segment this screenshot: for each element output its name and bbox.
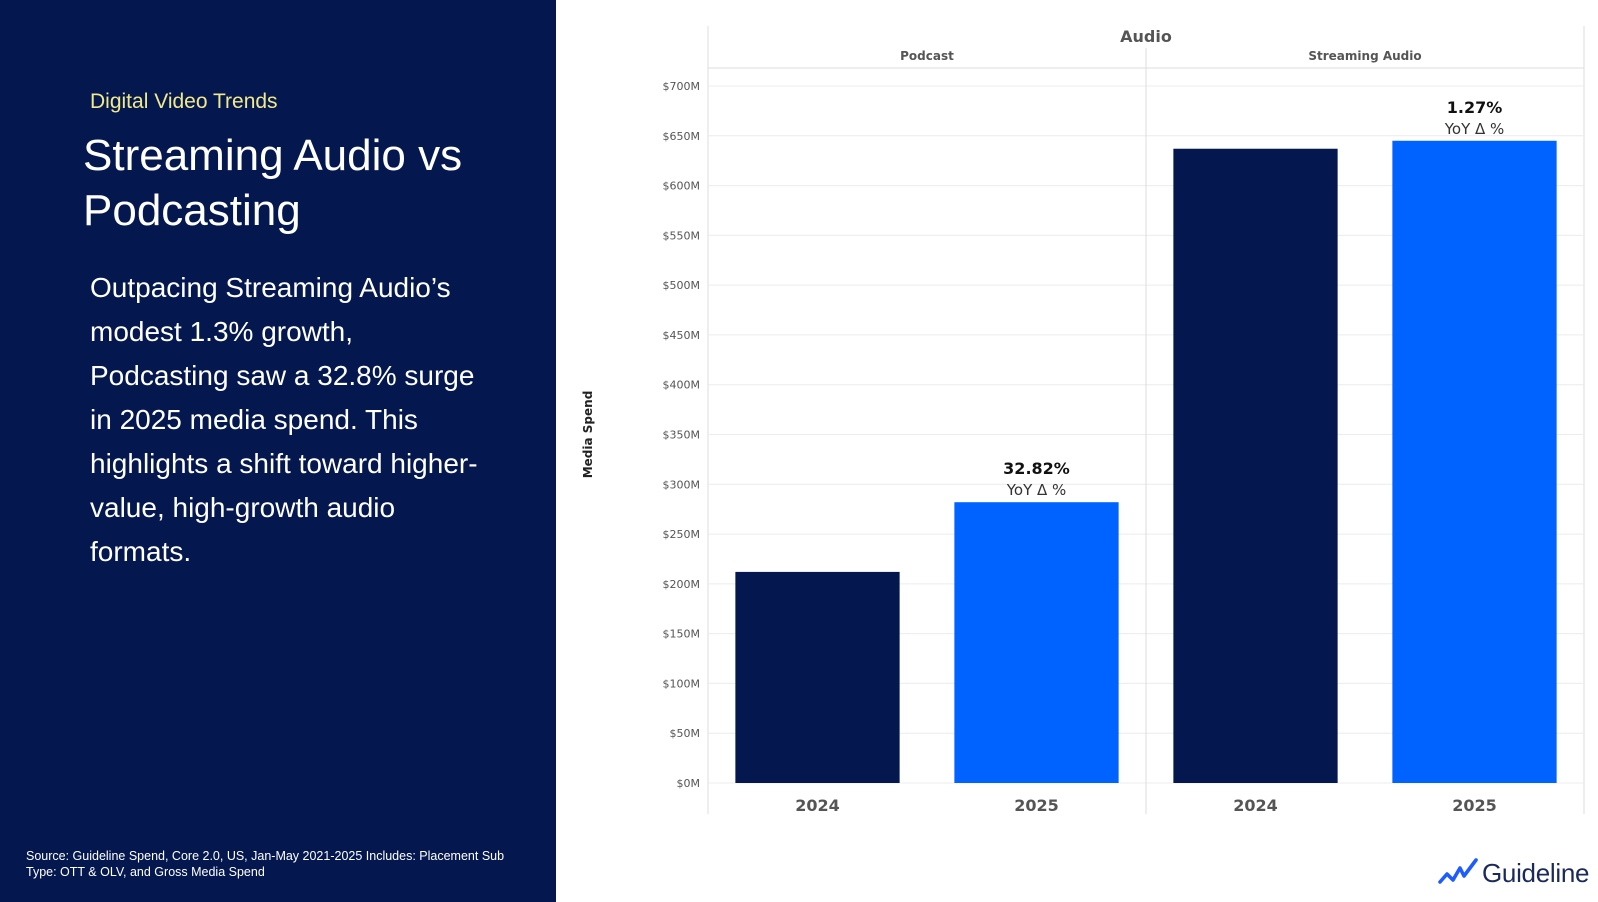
y-tick-label: $500M xyxy=(663,279,701,292)
bar-2025 xyxy=(954,502,1119,783)
y-tick-label: $700M xyxy=(663,80,701,93)
x-tick-label: 2024 xyxy=(1233,796,1278,815)
y-tick-label: $100M xyxy=(663,677,701,690)
eyebrow-label: Digital Video Trends xyxy=(90,90,278,113)
guideline-logo-text: Guideline xyxy=(1482,857,1590,888)
panel-label: Streaming Audio xyxy=(1308,49,1421,63)
y-tick-label: $550M xyxy=(663,229,701,242)
left-panel: Digital Video Trends Streaming Audio vs … xyxy=(0,0,556,902)
guideline-logo-icon xyxy=(1438,858,1478,884)
bar-2024 xyxy=(735,571,900,783)
yoy-pct-label: 32.82% xyxy=(1003,459,1070,478)
yoy-caption: YoY Δ % xyxy=(1444,120,1505,138)
yoy-caption: YoY Δ % xyxy=(1006,481,1067,499)
slide-title: Streaming Audio vs Podcasting xyxy=(83,131,463,235)
bar-2024 xyxy=(1173,148,1338,784)
y-tick-label: $250M xyxy=(663,528,701,541)
y-axis-label: Media Spend xyxy=(581,391,595,479)
y-tick-label: $400M xyxy=(663,379,701,392)
y-tick-label: $0M xyxy=(677,777,701,790)
slide-body-text: Outpacing Streaming Audio’s modest 1.3% … xyxy=(90,272,478,567)
y-tick-label: $350M xyxy=(663,429,701,442)
source-note: Source: Guideline Spend, Core 2.0, US, J… xyxy=(26,849,505,879)
x-tick-label: 2025 xyxy=(1014,796,1059,815)
yoy-pct-label: 1.27% xyxy=(1447,98,1503,117)
y-tick-label: $50M xyxy=(670,727,701,740)
y-tick-label: $600M xyxy=(663,180,701,193)
y-tick-label: $300M xyxy=(663,478,701,491)
y-tick-label: $650M xyxy=(663,130,701,143)
y-tick-label: $150M xyxy=(663,628,701,641)
y-tick-label: $450M xyxy=(663,329,701,342)
guideline-logo: Guideline xyxy=(1438,856,1589,890)
audio-spend-chart: $0M $50M $100M $150M $200M $250M $300M $350M $40… xyxy=(581,26,1585,815)
x-tick-label: 2025 xyxy=(1452,796,1497,815)
x-tick-label: 2024 xyxy=(795,796,840,815)
panel-label: Podcast xyxy=(900,49,954,63)
bar-2025 xyxy=(1392,140,1557,783)
chart-title: Audio xyxy=(1120,27,1172,46)
y-tick-label: $200M xyxy=(663,578,701,591)
